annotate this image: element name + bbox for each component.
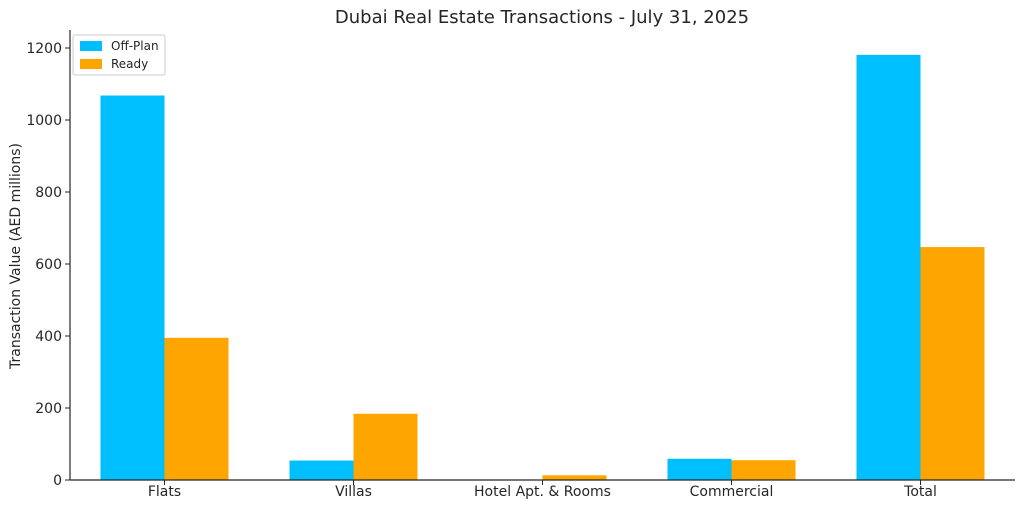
y-tick-label: 800 [35, 185, 62, 201]
bar-ready-hotel-apt-rooms [542, 475, 607, 480]
chart-title: Dubai Real Estate Transactions - July 31… [335, 7, 749, 28]
x-tick-label: Commercial [690, 484, 774, 500]
bar-ready-flats [164, 337, 229, 480]
y-tick-label: 1200 [26, 41, 62, 57]
y-axis-ticks: 0 200 400 600 800 1000 1200 [26, 41, 70, 489]
legend: Off-Plan Ready [72, 34, 166, 76]
x-tick-label: Villas [335, 484, 372, 500]
bar-group [100, 54, 985, 481]
x-tick-label: Hotel Apt. & Rooms [474, 484, 611, 500]
bar-ready-villas [353, 413, 418, 480]
bar-ready-commercial [731, 460, 796, 480]
x-axis-ticks: Flats Villas Hotel Apt. & Rooms Commercial T… [148, 480, 937, 500]
y-tick-label: 400 [35, 329, 62, 345]
y-tick-label: 1000 [26, 113, 62, 129]
bar-off-plan-villas [289, 460, 354, 480]
y-tick-label: 600 [35, 257, 62, 273]
y-tick-label: 200 [35, 401, 62, 417]
legend-swatch-off-plan [80, 41, 102, 51]
x-tick-label: Total [903, 484, 937, 500]
bar-off-plan-flats [100, 95, 165, 481]
legend-swatch-ready [80, 59, 102, 69]
x-tick-label: Flats [148, 484, 181, 500]
bar-ready-total [920, 247, 985, 480]
legend-label-off-plan: Off-Plan [111, 39, 159, 53]
y-tick-label: 0 [53, 473, 62, 489]
bar-off-plan-commercial [667, 458, 732, 480]
y-axis-label: Transaction Value (AED millions) [8, 143, 24, 370]
legend-label-ready: Ready [111, 57, 148, 71]
bar-off-plan-total [856, 54, 921, 481]
